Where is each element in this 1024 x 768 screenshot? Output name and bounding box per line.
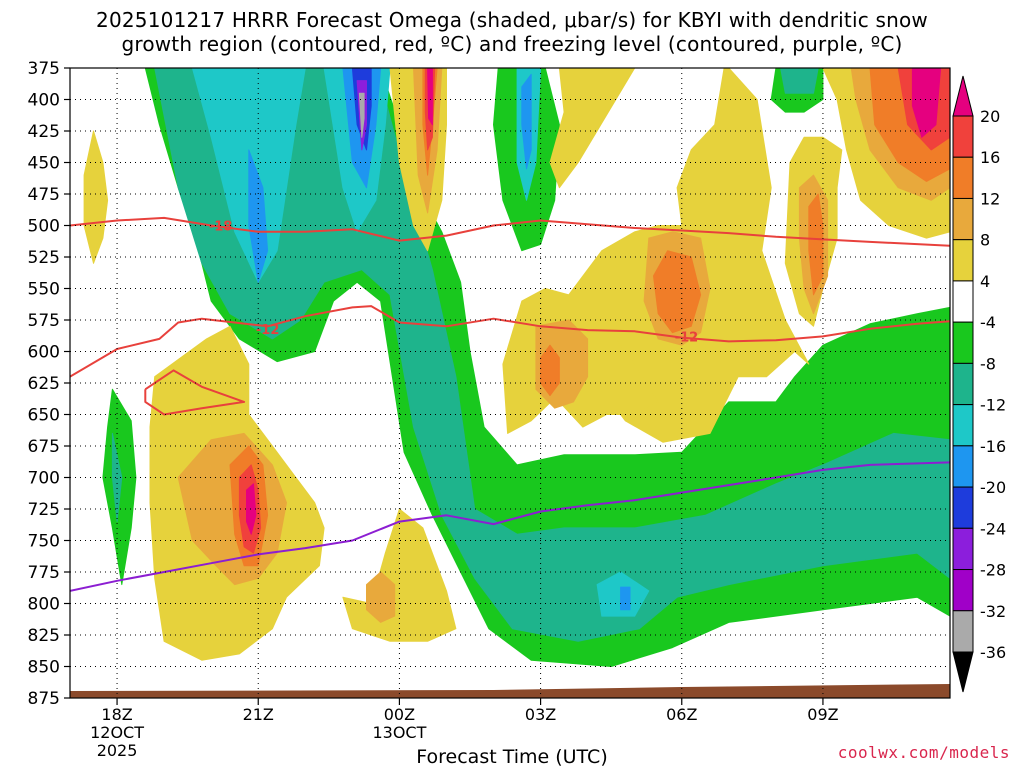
- omega-region-13: [521, 73, 532, 170]
- colorbar-label-4: 4: [980, 272, 990, 291]
- y-tick-label-550: 550: [28, 280, 60, 300]
- y-tick-label-875: 875: [28, 689, 60, 709]
- colorbar-band-6: [952, 362, 974, 406]
- x-tick-label-03Z: 03Z: [525, 705, 556, 724]
- colorbar-band-9: [952, 486, 974, 529]
- dgz-contour-minus12: [70, 305, 950, 378]
- colorbar: 20 16 12 8 4 -4 -8 -12 -16 -20 -24 -28 -32 -36: [952, 75, 1006, 693]
- chart-title-line-2: growth region (contoured, red, ºC) and f…: [121, 32, 903, 56]
- colorbar-label-5: -4: [980, 313, 996, 332]
- colorbar-band-11: [952, 569, 974, 612]
- omega-region-18: [83, 130, 109, 264]
- colorbar-band-0: [952, 115, 974, 158]
- y-tick-label-575: 575: [28, 311, 60, 331]
- contour-label-1: -12: [256, 323, 280, 338]
- y-tick-label-775: 775: [28, 563, 60, 583]
- x-date-label-00Z: 13OCT: [372, 723, 426, 742]
- dgz-contour-minus18: [70, 216, 950, 247]
- x-tick-label-21Z: 21Z: [243, 705, 274, 724]
- x-tick-label-09Z: 09Z: [807, 705, 838, 724]
- y-tick-label-850: 850: [28, 658, 60, 678]
- x-tick-label-00Z: 00Z: [384, 705, 415, 724]
- y-tick-label-750: 750: [28, 532, 60, 552]
- y-tick-label-375: 375: [28, 59, 60, 79]
- omega-region-5: [111, 432, 123, 523]
- y-tick-label-525: 525: [28, 248, 60, 268]
- colorbar-band-3: [952, 239, 974, 282]
- omega-region-44: [911, 68, 942, 138]
- colorbar-band-2: [952, 197, 974, 241]
- colorbar-band-12: [952, 610, 974, 653]
- omega-region-17: [358, 92, 365, 138]
- y-tick-label-725: 725: [28, 500, 60, 520]
- colorbar-band-7: [952, 404, 974, 447]
- colorbar-label-12: -32: [980, 602, 1006, 621]
- colorbar-label-0: 20: [980, 107, 1000, 126]
- omega-region-37: [808, 193, 824, 296]
- omega-region-34: [653, 250, 702, 334]
- colorbar-label-13: -36: [980, 643, 1006, 662]
- y-tick-label-700: 700: [28, 469, 60, 489]
- y-tick-label-675: 675: [28, 437, 60, 457]
- colorbar-label-1: 16: [980, 148, 1000, 167]
- colorbar-band-4: [952, 280, 974, 323]
- colorbar-label-6: -8: [980, 354, 996, 373]
- y-tick-label-400: 400: [28, 91, 60, 111]
- colorbar-label-7: -12: [980, 396, 1006, 415]
- x-tick-label-06Z: 06Z: [666, 705, 697, 724]
- colorbar-label-9: -20: [980, 478, 1006, 497]
- y-tick-label-425: 425: [28, 122, 60, 142]
- y-tick-label-450: 450: [28, 154, 60, 174]
- omega-region-43: [246, 483, 257, 535]
- colorbar-top-arrow: [952, 75, 974, 117]
- x-tick-label-18Z: 18Z: [101, 705, 132, 724]
- y-tick-label-500: 500: [28, 217, 60, 237]
- x-year-label-18Z: 2025: [97, 741, 138, 760]
- site-credit: coolwx.com/models: [837, 743, 1010, 762]
- contour-label-2: -12: [675, 330, 699, 345]
- omega-region-14: [620, 586, 631, 611]
- grid-lines: [70, 68, 950, 698]
- colorbar-label-11: -28: [980, 561, 1006, 580]
- x-axis-label: Forecast Time (UTC): [416, 746, 608, 768]
- y-tick-label-475: 475: [28, 185, 60, 205]
- dgz-closed-contour: [144, 369, 246, 416]
- colorbar-label-10: -24: [980, 519, 1006, 538]
- colorbar-label-3: 8: [980, 231, 990, 250]
- colorbar-label-2: 12: [980, 189, 1000, 208]
- y-tick-label-625: 625: [28, 374, 60, 394]
- colorbar-band-5: [952, 321, 974, 364]
- y-tick-label-650: 650: [28, 406, 60, 426]
- contour-label-0: -18: [209, 220, 233, 235]
- omega-region-6: [780, 68, 819, 94]
- colorbar-bottom-arrow: [952, 651, 974, 693]
- y-tick-label-800: 800: [28, 595, 60, 615]
- y-tick-label-600: 600: [28, 343, 60, 363]
- chart-title-line-1: 2025101217 HRRR Forecast Omega (shaded, …: [96, 8, 928, 32]
- colorbar-band-10: [952, 527, 974, 571]
- colorbar-band-8: [952, 445, 974, 488]
- terrain: [70, 684, 950, 698]
- colorbar-band-1: [952, 156, 974, 199]
- x-date-label-18Z: 12OCT: [90, 723, 144, 742]
- colorbar-label-8: -16: [980, 437, 1006, 456]
- omega-region-11: [248, 149, 269, 283]
- y-tick-label-825: 825: [28, 626, 60, 646]
- omega-region-42: [427, 68, 433, 126]
